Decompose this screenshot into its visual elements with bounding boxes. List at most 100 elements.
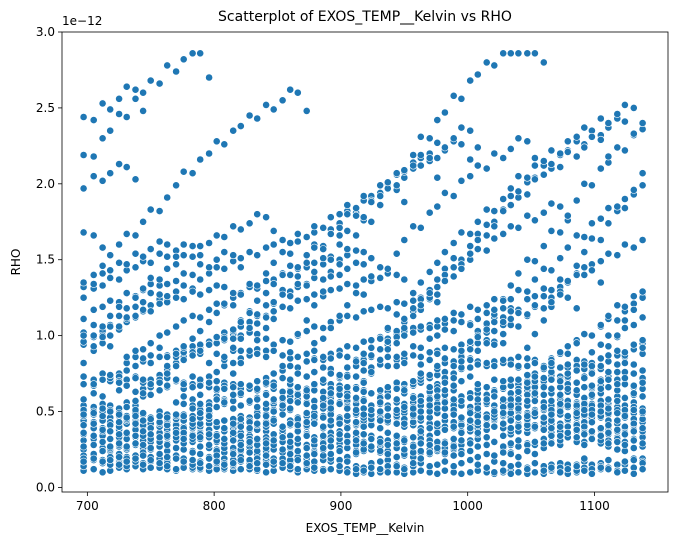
x-tick-label: 1100 — [579, 499, 610, 513]
data-point — [98, 412, 107, 420]
data-point — [514, 362, 523, 370]
data-point — [466, 126, 475, 135]
data-point — [556, 422, 565, 431]
data-point — [79, 151, 88, 159]
data-point — [359, 359, 368, 367]
data-point — [253, 434, 262, 443]
data-point — [539, 58, 548, 67]
data-point — [613, 425, 622, 434]
data-point — [588, 410, 596, 419]
data-point — [376, 407, 385, 416]
data-point — [155, 343, 164, 352]
data-point — [278, 410, 287, 419]
data-point — [482, 433, 491, 442]
data-point — [262, 451, 270, 460]
data-point — [482, 308, 491, 317]
data-point — [440, 188, 449, 197]
data-point — [262, 277, 270, 285]
data-point — [352, 281, 360, 290]
data-point — [409, 404, 418, 413]
data-point — [98, 333, 107, 341]
data-point — [146, 273, 155, 282]
data-point — [139, 284, 147, 293]
data-point — [425, 154, 434, 162]
data-point — [98, 176, 107, 185]
data-point — [326, 324, 335, 332]
data-point — [293, 369, 302, 378]
data-point — [179, 412, 188, 420]
data-point — [106, 296, 115, 305]
data-point — [466, 229, 475, 238]
data-point — [172, 398, 180, 407]
y-tick-label: 2.0 — [36, 177, 55, 191]
data-point — [466, 424, 475, 433]
data-point — [409, 304, 418, 313]
data-point — [466, 337, 475, 346]
data-point — [367, 434, 376, 443]
data-point — [613, 301, 622, 310]
data-point — [269, 407, 278, 416]
data-point — [376, 201, 385, 209]
data-point — [440, 378, 449, 387]
data-point — [563, 243, 572, 252]
data-point — [122, 413, 131, 422]
data-point — [457, 436, 466, 445]
y-tick-label: 2.5 — [36, 101, 55, 115]
data-point — [98, 269, 107, 278]
data-point — [539, 304, 548, 313]
data-point — [409, 442, 418, 451]
data-point — [236, 122, 245, 130]
data-point — [220, 416, 229, 425]
data-point — [539, 170, 548, 179]
data-point — [539, 157, 548, 165]
data-point — [163, 369, 172, 378]
data-point — [531, 468, 539, 477]
data-point — [359, 192, 368, 200]
data-point — [179, 316, 188, 325]
data-point — [506, 360, 515, 369]
data-point — [621, 195, 629, 203]
data-point — [359, 248, 368, 256]
data-point — [293, 229, 302, 238]
data-point — [629, 369, 638, 378]
data-point — [146, 359, 155, 367]
data-point — [220, 384, 229, 393]
data-point — [425, 371, 434, 379]
data-point — [572, 304, 581, 313]
data-point — [98, 281, 107, 290]
data-point — [98, 302, 107, 311]
data-point — [188, 252, 197, 261]
data-point — [319, 363, 328, 372]
data-point — [293, 434, 302, 443]
data-point — [466, 172, 475, 181]
data-point — [253, 114, 262, 123]
data-point — [196, 313, 205, 322]
data-point — [523, 362, 532, 370]
data-point — [286, 261, 295, 270]
data-point — [409, 393, 418, 402]
data-point — [229, 450, 238, 458]
data-point — [335, 223, 344, 232]
data-point — [229, 383, 238, 392]
data-point — [440, 277, 449, 285]
data-point — [440, 108, 449, 117]
data-point — [433, 116, 442, 124]
data-point — [457, 346, 466, 355]
data-point — [482, 231, 491, 240]
data-point — [621, 359, 629, 367]
data-point — [383, 178, 392, 187]
data-point — [269, 369, 278, 378]
data-point — [596, 424, 605, 433]
data-point — [556, 407, 565, 416]
data-point — [547, 384, 556, 393]
data-point — [310, 355, 319, 364]
y-tick-label: 3.0 — [36, 25, 55, 39]
data-point — [155, 299, 164, 308]
data-point — [131, 175, 140, 184]
data-point — [293, 330, 302, 338]
data-point — [188, 372, 197, 381]
data-point — [236, 422, 245, 431]
data-point — [343, 201, 352, 209]
data-point — [172, 375, 180, 384]
data-point — [188, 448, 197, 457]
